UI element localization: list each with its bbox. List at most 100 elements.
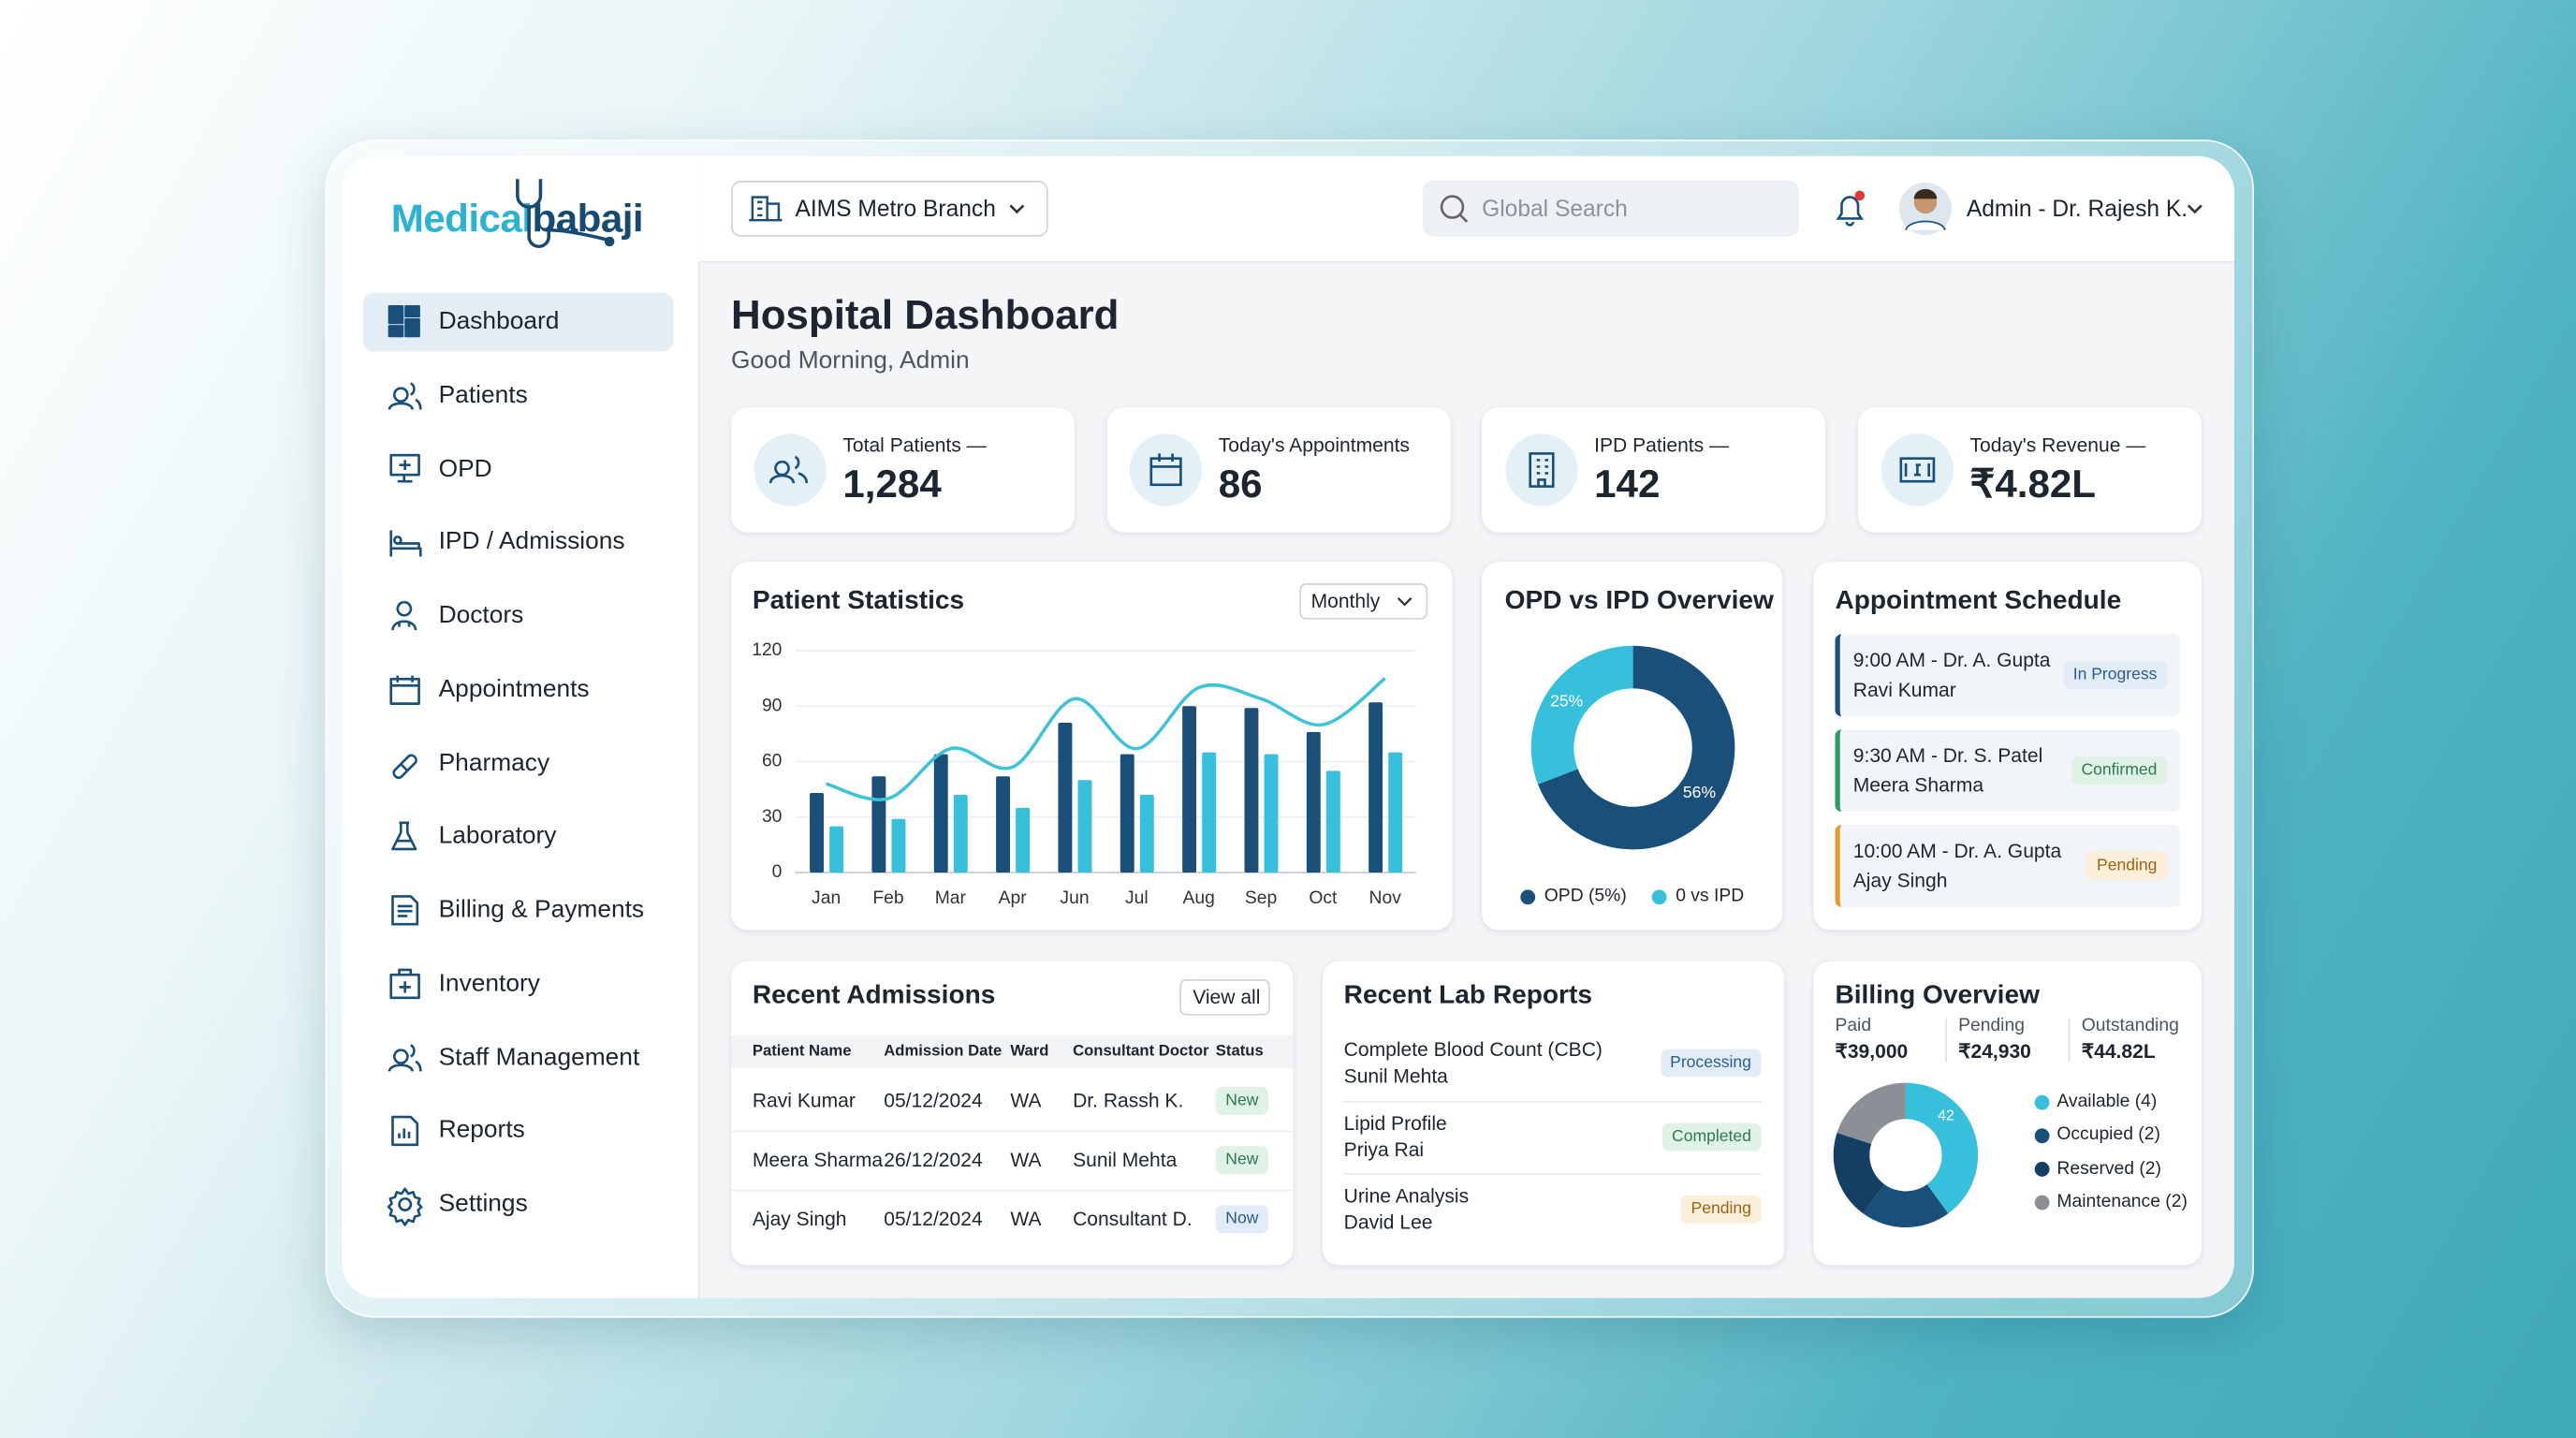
logo: Medicalbabaji xyxy=(390,197,644,243)
nav-label: Inventory xyxy=(438,969,540,997)
nav-label: IPD / Admissions xyxy=(438,527,625,556)
table-cell: 05/12/2024 xyxy=(884,1089,983,1112)
nav-label: Doctors xyxy=(438,601,524,630)
legend-label: Reserved (2) xyxy=(2056,1158,2161,1179)
appointment-patient: Ajay Singh xyxy=(1852,869,1948,892)
stat-label: Total Patients — xyxy=(842,433,987,457)
card-title: Appointment Schedule xyxy=(1835,587,2122,616)
chart-title: Patient Statistics xyxy=(752,587,965,616)
nav-label: Patients xyxy=(438,380,528,409)
legend-label: 0 vs IPD xyxy=(1676,886,1745,906)
lab-test: Lipid Profile xyxy=(1343,1110,1447,1135)
stat-value: ₹4.82L xyxy=(1969,462,2097,507)
nav-label: Reports xyxy=(438,1116,525,1144)
summary-label: Paid xyxy=(1835,1016,1872,1036)
status-badge: Confirmed xyxy=(2071,756,2167,785)
page-title: Hospital Dashboard xyxy=(731,292,1120,339)
page-subtitle: Good Morning, Admin xyxy=(731,346,970,375)
status-badge: Processing xyxy=(1660,1049,1762,1078)
table-header xyxy=(731,1034,1294,1068)
table-cell: WA xyxy=(1010,1207,1042,1231)
summary-label: Outstanding xyxy=(2081,1016,2179,1036)
appointment-patient: Meera Sharma xyxy=(1852,773,1984,797)
logo-part: Medical xyxy=(390,197,533,242)
nav-label: Laboratory xyxy=(438,821,557,850)
summary-value: ₹39,000 xyxy=(1835,1039,1909,1064)
column-header: Admission Date xyxy=(884,1042,1003,1061)
table-cell: WA xyxy=(1010,1148,1042,1172)
nav-item[interactable] xyxy=(363,439,674,498)
status-badge: In Progress xyxy=(2063,661,2167,690)
table-cell: Consultant D. xyxy=(1073,1207,1193,1231)
search-placeholder: Global Search xyxy=(1482,195,1628,222)
nav-label: Pharmacy xyxy=(438,748,550,777)
appointment-time: 9:30 AM - Dr. S. Patel xyxy=(1852,743,2043,768)
chart-title: OPD vs IPD Overview xyxy=(1504,587,1774,616)
summary-value: ₹44.82L xyxy=(2081,1039,2156,1064)
status-badge: Pending xyxy=(2086,852,2167,880)
card-title: Recent Admissions xyxy=(752,981,996,1010)
user-name[interactable]: Admin - Dr. Rajesh K. xyxy=(1966,195,2188,222)
nav-label: Dashboard xyxy=(438,307,560,336)
appointment-time: 9:00 AM - Dr. A. Gupta xyxy=(1852,648,2051,672)
stat-label: Today's Revenue — xyxy=(1969,433,2146,457)
column-header: Patient Name xyxy=(752,1042,852,1061)
column-header: Consultant Doctor xyxy=(1073,1042,1209,1061)
lab-patient: Sunil Mehta xyxy=(1343,1064,1448,1088)
nav-label: Billing & Payments xyxy=(438,895,645,924)
table-cell: Ravi Kumar xyxy=(752,1089,856,1112)
appointment-patient: Ravi Kumar xyxy=(1852,678,1956,702)
branch-dropdown[interactable] xyxy=(731,181,1048,237)
lab-test: Complete Blood Count (CBC) xyxy=(1343,1037,1603,1062)
summary-divider xyxy=(2068,1019,2071,1062)
branch-name: AIMS Metro Branch xyxy=(795,195,996,222)
column-header: Ward xyxy=(1010,1042,1049,1061)
nav-label: OPD xyxy=(438,454,492,483)
legend-label: Occupied (2) xyxy=(2056,1124,2160,1145)
table-cell: WA xyxy=(1010,1089,1042,1112)
notifications[interactable] xyxy=(1830,184,1869,230)
legend-label: OPD (5%) xyxy=(1544,886,1627,906)
stat-card xyxy=(1106,407,1451,533)
stat-value: 1,284 xyxy=(842,462,942,507)
table-cell: Meera Sharma xyxy=(752,1148,884,1172)
card-title: Billing Overview xyxy=(1835,981,2040,1010)
status-badge: New xyxy=(1215,1146,1268,1175)
summary-divider xyxy=(1945,1019,1947,1062)
card-title: Recent Lab Reports xyxy=(1343,981,1592,1010)
status-badge: New xyxy=(1215,1086,1268,1115)
status-badge: Pending xyxy=(1680,1195,1762,1224)
column-header: Status xyxy=(1215,1042,1264,1061)
lab-test: Urine Analysis xyxy=(1343,1184,1470,1208)
row-divider xyxy=(731,1189,1294,1192)
logo-part: babaji xyxy=(532,197,644,242)
stat-label: IPD Patients — xyxy=(1594,433,1730,457)
search-box[interactable] xyxy=(1422,181,1799,237)
row-divider xyxy=(1343,1173,1762,1175)
lab-patient: David Lee xyxy=(1343,1211,1433,1234)
nav-label: Settings xyxy=(438,1189,528,1218)
legend-label: Maintenance (2) xyxy=(2056,1191,2188,1212)
table-cell: Dr. Rassh K. xyxy=(1073,1089,1184,1112)
nav-label: Appointments xyxy=(438,674,590,703)
stat-label: Today's Appointments xyxy=(1218,433,1410,457)
period-label: Monthly xyxy=(1310,589,1381,613)
legend-label: Available (4) xyxy=(2056,1092,2158,1112)
view-all-button[interactable] xyxy=(1179,979,1270,1016)
row-divider xyxy=(1343,1100,1762,1102)
stat-value: 142 xyxy=(1594,462,1661,507)
view-all-label: View all xyxy=(1193,985,1261,1009)
table-cell: 05/12/2024 xyxy=(884,1207,983,1231)
row-divider xyxy=(731,1130,1294,1133)
summary-label: Pending xyxy=(1958,1016,2025,1036)
table-cell: Ajay Singh xyxy=(752,1207,847,1231)
status-badge: Completed xyxy=(1661,1122,1762,1151)
table-cell: Sunil Mehta xyxy=(1073,1148,1178,1172)
lab-patient: Priya Rai xyxy=(1343,1137,1425,1161)
stat-value: 86 xyxy=(1218,462,1263,507)
appointment-time: 10:00 AM - Dr. A. Gupta xyxy=(1852,839,2062,863)
summary-value: ₹24,930 xyxy=(1958,1039,2031,1064)
table-cell: 26/12/2024 xyxy=(884,1148,983,1172)
